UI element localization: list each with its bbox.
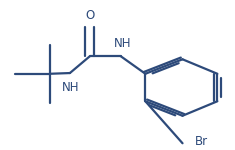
Text: NH: NH <box>114 37 131 50</box>
Text: NH: NH <box>62 81 80 94</box>
Text: O: O <box>85 9 94 22</box>
Text: Br: Br <box>195 135 208 148</box>
